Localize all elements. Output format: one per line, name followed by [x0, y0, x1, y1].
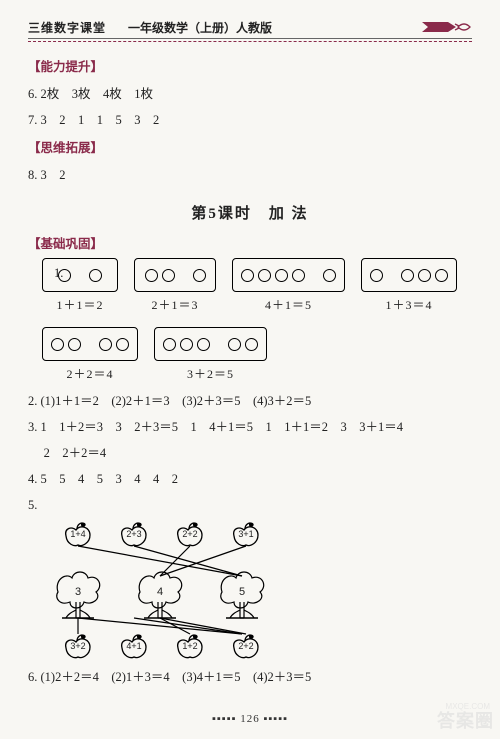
- circle-icon: [145, 269, 158, 282]
- circle-icon: [99, 338, 112, 351]
- circle-icon: [370, 269, 383, 282]
- circle-box: [154, 327, 267, 361]
- apple-label: 3+2: [60, 641, 96, 651]
- circle-icon: [162, 269, 175, 282]
- circle-icon: [241, 269, 254, 282]
- q1-item: 4＋1＝5: [232, 258, 345, 313]
- tree-label: 5: [216, 586, 268, 598]
- q1-expression: 3＋2＝5: [187, 365, 234, 382]
- circle-box: [42, 327, 138, 361]
- circle-icon: [163, 338, 176, 351]
- tree-icon: 3: [52, 566, 104, 622]
- section-ability: 【能力提升】: [28, 56, 472, 75]
- q1-expression: 2＋2＝4: [66, 365, 113, 382]
- header-divider: [28, 41, 472, 42]
- circle-icon: [68, 338, 81, 351]
- q5-match-diagram: 1+4 2+3 2+2 3+1 3 4 5 3+2 4+1 1+2 2+2: [40, 520, 300, 660]
- apple-label: 2+2: [228, 641, 264, 651]
- tree-icon: 4: [134, 566, 186, 622]
- ans-q2: 2. (1)1＋1＝2 (2)2＋1＝3 (3)2＋3＝5 (4)3＋2＝5: [28, 388, 472, 414]
- circle-icon: [323, 269, 336, 282]
- circle-icon: [418, 269, 431, 282]
- circle-icon: [116, 338, 129, 351]
- apple-label: 1+4: [60, 529, 96, 539]
- apple-icon: 2+2: [228, 632, 264, 660]
- circle-icon: [258, 269, 271, 282]
- circle-box: [134, 258, 216, 292]
- ans-q6: 6. (1)2＋2＝4 (2)1＋3＝4 (3)4＋1＝5 (4)2＋3＝5: [28, 664, 472, 690]
- apple-icon: 1+2: [172, 632, 208, 660]
- apple-label: 2+3: [116, 529, 152, 539]
- apple-icon: 1+4: [60, 520, 96, 548]
- q1-item: 1＋3＝4: [361, 258, 457, 313]
- watermark-url: MXQE.COM: [446, 702, 490, 711]
- ans-8: 8. 3 2: [28, 162, 472, 188]
- circle-box: [361, 258, 457, 292]
- circle-group: [193, 269, 206, 282]
- circle-box: [232, 258, 345, 292]
- section-basic: 【基础巩固】: [28, 233, 472, 252]
- circle-group: [51, 338, 81, 351]
- circle-icon: [180, 338, 193, 351]
- ans-q3a: 3. 1 1＋2＝3 3 2＋3＝5 1 4＋1＝5 1 1＋1＝2 3 3＋1…: [28, 414, 472, 440]
- circle-group: [228, 338, 258, 351]
- ans-q3b: 2 2＋2＝4: [28, 440, 472, 466]
- circle-icon: [435, 269, 448, 282]
- page-number: ▪▪▪▪▪ 126 ▪▪▪▪▪: [0, 713, 500, 725]
- ans-q4: 4. 5 5 4 5 3 4 4 2: [28, 466, 472, 492]
- circle-icon: [197, 338, 210, 351]
- q1-expression: 1＋1＝2: [56, 296, 103, 313]
- apple-icon: 2+3: [116, 520, 152, 548]
- apple-label: 2+2: [172, 529, 208, 539]
- tree-label: 4: [134, 586, 186, 598]
- header-series: 三维数字课堂: [28, 19, 106, 36]
- tree-icon: 5: [216, 566, 268, 622]
- circle-group: [163, 338, 210, 351]
- circle-icon: [275, 269, 288, 282]
- circle-icon: [89, 269, 102, 282]
- section-thinking: 【思维拓展】: [28, 137, 472, 156]
- circle-group: [145, 269, 175, 282]
- ans-7: 7. 3 2 1 1 5 3 2: [28, 107, 472, 133]
- pennant-rocket-icon: [422, 18, 472, 36]
- apple-icon: 4+1: [116, 632, 152, 660]
- q1-expression: 1＋3＝4: [385, 296, 432, 313]
- q1-number: 1.: [54, 266, 63, 281]
- tree-label: 3: [52, 586, 104, 598]
- q1-expression: 4＋1＝5: [265, 296, 312, 313]
- circle-group: [89, 269, 102, 282]
- circle-group: [241, 269, 305, 282]
- q1-expression: 2＋1＝3: [151, 296, 198, 313]
- circle-group: [323, 269, 336, 282]
- apple-icon: 2+2: [172, 520, 208, 548]
- apple-label: 4+1: [116, 641, 152, 651]
- apple-label: 1+2: [172, 641, 208, 651]
- q1-item: 3＋2＝5: [154, 327, 267, 382]
- apple-label: 3+1: [228, 529, 264, 539]
- circle-icon: [193, 269, 206, 282]
- circle-group: [370, 269, 383, 282]
- lesson-title: 第5课时 加 法: [28, 202, 472, 223]
- circle-group: [401, 269, 448, 282]
- page-number-value: 126: [240, 713, 260, 725]
- apple-icon: 3+1: [228, 520, 264, 548]
- circle-icon: [292, 269, 305, 282]
- ans-6: 6. 2枚 3枚 4枚 1枚: [28, 81, 472, 107]
- page-header: 三维数字课堂 一年级数学（上册）人教版: [28, 18, 472, 39]
- circle-icon: [51, 338, 64, 351]
- header-book: 一年级数学（上册）人教版: [128, 19, 272, 36]
- circle-group: [99, 338, 129, 351]
- q1-item: 2＋2＝4: [42, 327, 138, 382]
- q1-item: 2＋1＝3: [134, 258, 216, 313]
- q1-circle-grid: 1＋1＝2 2＋1＝3 4＋1＝5 1＋3＝4 2＋2＝4 3＋2＝5: [28, 258, 472, 382]
- apple-icon: 3+2: [60, 632, 96, 660]
- circle-icon: [245, 338, 258, 351]
- circle-icon: [228, 338, 241, 351]
- q5-number: 5.: [28, 492, 472, 518]
- circle-icon: [401, 269, 414, 282]
